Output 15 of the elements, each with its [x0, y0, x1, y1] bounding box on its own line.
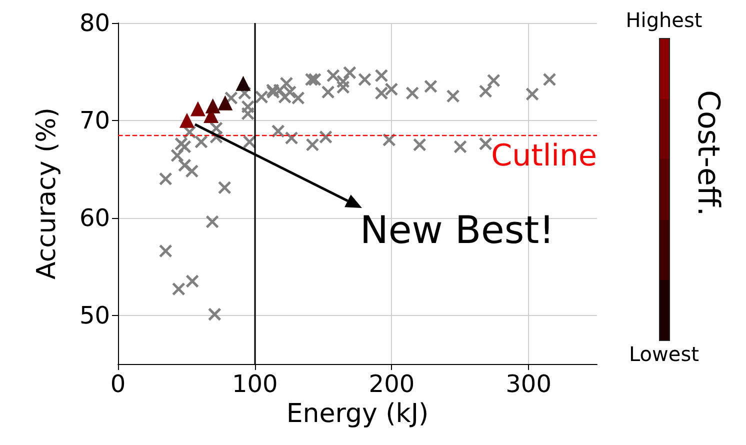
x-tick-label: 100	[232, 370, 278, 398]
x-axis-title: Energy (kJ)	[286, 398, 429, 429]
annotation: New Best!	[360, 208, 554, 252]
x-tick-label: 200	[368, 370, 415, 398]
x-tick-label: 0	[110, 370, 126, 398]
text: Highest	[624, 8, 704, 32]
y-axis-title: Accuracy (%)	[32, 108, 62, 280]
ref-line-label: Cutline	[491, 138, 597, 174]
y-tick-label: 60	[79, 204, 110, 232]
y-tick-label: 80	[79, 9, 110, 37]
color-bar-title: Cost-eff.	[690, 90, 726, 216]
y-tick-label: 50	[79, 301, 110, 330]
x-tick-label: 300	[506, 370, 552, 398]
text: Lowest	[628, 342, 700, 366]
y-tick-label: 70	[79, 106, 110, 134]
